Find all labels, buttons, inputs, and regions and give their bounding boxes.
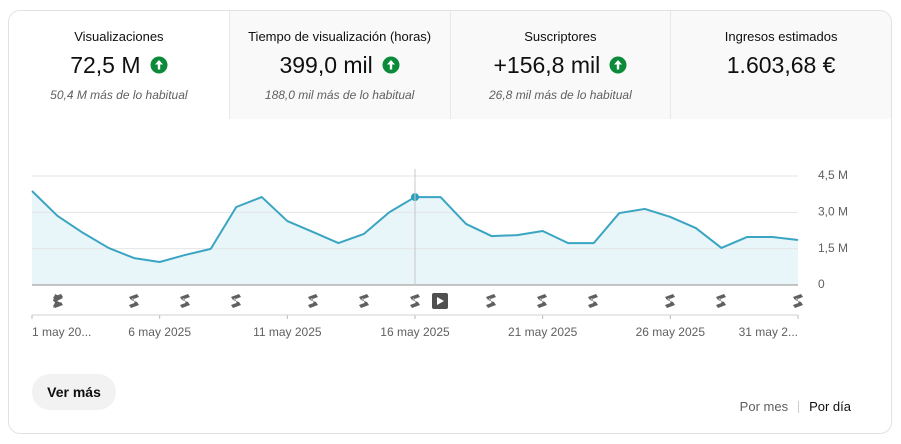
short-icon[interactable] (53, 294, 63, 308)
metric-tab[interactable]: Suscriptores +156,8 mil 26,8 mil más de lo… (449, 11, 671, 119)
short-icon[interactable] (180, 294, 190, 308)
short-icon[interactable] (486, 294, 496, 308)
metric-label: Suscriptores (524, 29, 597, 44)
play-glyph (437, 297, 444, 305)
metric-label: Ingresos estimados (724, 29, 838, 44)
x-tick-label: 31 may 2... (739, 325, 798, 339)
y-tick-label: 4,5 M (818, 168, 848, 182)
metric-value: 72,5 M (9, 50, 229, 80)
short-icon[interactable] (308, 294, 318, 308)
short-icon[interactable] (359, 294, 369, 308)
trend-up-icon (609, 56, 627, 74)
x-tick-label: 26 may 2025 (636, 325, 706, 339)
metric-value: +156,8 mil (451, 50, 671, 80)
period-option[interactable]: Por mes (739, 399, 789, 414)
upload-markers (53, 293, 803, 309)
separator (798, 400, 800, 413)
plot: 0 1,5 M 3,0 M 4,5 M 1 may 20... 6 may 2025 11 … (31, 168, 848, 339)
icon-arrow (614, 60, 623, 70)
x-tick-label: 1 may 20... (32, 325, 91, 339)
x-tick-label: 6 may 2025 (128, 325, 191, 339)
chart: 0 1,5 M 3,0 M 4,5 M 1 may 20... 6 may 2025 11 … (31, 168, 848, 339)
metric-tab[interactable]: Ingresos estimados 1.603,68 € (670, 11, 891, 119)
trend-up-icon (382, 56, 400, 74)
metric-label: Visualizaciones (74, 29, 164, 44)
y-tick-label: 3,0 M (818, 205, 848, 219)
short-icon[interactable] (665, 294, 675, 308)
metric-note: 188,0 mil más de lo habitual (264, 88, 415, 102)
period-option[interactable]: Por día (809, 399, 851, 414)
x-tick-label: 21 may 2025 (508, 325, 578, 339)
short-icon[interactable] (588, 294, 598, 308)
x-tick-label: 11 may 2025 (253, 325, 322, 339)
metric-label: Tiempo de visualización (horas) (248, 29, 432, 44)
short-icon[interactable] (716, 294, 726, 308)
metric-tabs: Visualizaciones 72,5 M 50,4 M más de lo ha… (9, 11, 891, 119)
metric-note: 50,4 M más de lo habitual (50, 88, 188, 102)
metric-note: 26,8 mil más de lo habitual (489, 88, 632, 102)
short-icon[interactable] (793, 294, 803, 308)
metric-value: 1.603,68 € (671, 50, 891, 80)
metric-tab[interactable]: Tiempo de visualización (horas) 399,0 mil… (228, 11, 450, 119)
metric-number: 399,0 mil (279, 51, 373, 78)
short-icon[interactable] (410, 294, 420, 308)
y-tick-label: 1,5 M (818, 241, 848, 255)
icon-arrow (386, 60, 395, 70)
more-button[interactable]: Ver más (32, 374, 116, 410)
metric-tab[interactable]: Visualizaciones 72,5 M 50,4 M más de lo ha… (9, 11, 229, 119)
metric-number: +156,8 mil (493, 51, 601, 78)
short-icon[interactable] (231, 294, 241, 308)
x-tick-label: 16 may 2025 (380, 325, 450, 339)
icon-arrow (154, 60, 163, 70)
short-icon[interactable] (537, 294, 547, 308)
short-icon[interactable] (129, 294, 139, 308)
metric-number: 72,5 M (70, 51, 141, 78)
analytics-card: 0 1,5 M 3,0 M 4,5 M 1 may 20... 6 may 2025 11 … (8, 10, 892, 434)
metric-number: 1.603,68 € (726, 51, 836, 78)
trend-up-icon (150, 56, 168, 74)
y-tick-label: 0 (818, 277, 825, 291)
period-toggle: Por mes Por día (740, 399, 851, 414)
metric-value: 399,0 mil (230, 50, 450, 80)
